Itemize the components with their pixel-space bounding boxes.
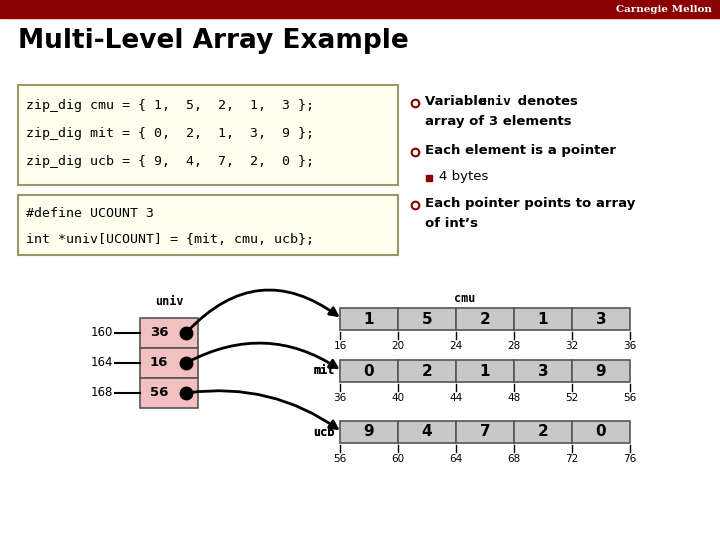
Text: 0: 0: [364, 363, 374, 379]
Bar: [0, 0, 720, 18]
Text: 20: 20: [392, 341, 405, 351]
Bar: [340, 308, 398, 330]
Bar: [514, 421, 572, 443]
Text: 9: 9: [364, 424, 374, 440]
Text: 4: 4: [422, 424, 432, 440]
Text: 28: 28: [508, 341, 521, 351]
Text: 56: 56: [150, 387, 168, 400]
FancyArrowPatch shape: [188, 290, 337, 331]
Text: 7: 7: [480, 424, 490, 440]
Text: 76: 76: [624, 454, 636, 464]
Bar: [572, 360, 630, 382]
Text: 16: 16: [333, 341, 346, 351]
Text: 5: 5: [422, 312, 432, 327]
Text: 160: 160: [91, 327, 113, 340]
Text: Carnegie Mellon: Carnegie Mellon: [616, 4, 712, 14]
Text: zip_dig mit = { 0,  2,  1,  3,  9 };: zip_dig mit = { 0, 2, 1, 3, 9 };: [26, 127, 314, 140]
Text: Each pointer points to array: Each pointer points to array: [425, 197, 635, 210]
Text: Multi-Level Array Example: Multi-Level Array Example: [18, 28, 409, 54]
Text: 64: 64: [449, 454, 463, 464]
Text: 2: 2: [538, 424, 549, 440]
Text: 4 bytes: 4 bytes: [439, 170, 488, 183]
Text: 1: 1: [480, 363, 490, 379]
Text: ucb: ucb: [314, 426, 335, 438]
Text: Variable: Variable: [425, 95, 492, 108]
Text: 164: 164: [91, 356, 113, 369]
Text: mit: mit: [314, 364, 335, 377]
Bar: [340, 360, 398, 382]
Bar: [456, 360, 514, 382]
Text: 56: 56: [333, 454, 346, 464]
Text: array of 3 elements: array of 3 elements: [425, 115, 572, 128]
Text: 40: 40: [392, 393, 405, 403]
Bar: [140, 378, 198, 408]
Text: 48: 48: [508, 393, 521, 403]
Bar: [572, 421, 630, 443]
FancyBboxPatch shape: [18, 85, 398, 185]
Text: 36: 36: [624, 341, 636, 351]
Bar: [140, 318, 198, 348]
Text: 3: 3: [595, 312, 606, 327]
Bar: [514, 360, 572, 382]
Text: 36: 36: [150, 327, 168, 340]
Text: Each element is a pointer: Each element is a pointer: [425, 144, 616, 157]
Bar: [572, 308, 630, 330]
Bar: [456, 421, 514, 443]
Text: 56: 56: [624, 393, 636, 403]
Bar: [398, 360, 456, 382]
FancyArrowPatch shape: [189, 391, 337, 429]
Text: denotes: denotes: [513, 95, 578, 108]
Bar: [140, 348, 198, 378]
Bar: [340, 421, 398, 443]
Text: 1: 1: [538, 312, 548, 327]
Text: 168: 168: [91, 387, 113, 400]
FancyArrowPatch shape: [189, 343, 337, 368]
Bar: [398, 421, 456, 443]
Text: 1: 1: [364, 312, 374, 327]
Text: 2: 2: [480, 312, 490, 327]
Text: 3: 3: [538, 363, 549, 379]
Text: 36: 36: [333, 393, 346, 403]
Text: 24: 24: [449, 341, 463, 351]
FancyBboxPatch shape: [18, 195, 398, 255]
Text: mit: mit: [314, 364, 335, 377]
Text: of int’s: of int’s: [425, 217, 478, 230]
Text: univ: univ: [479, 95, 511, 108]
Text: zip_dig cmu = { 1,  5,  2,  1,  3 };: zip_dig cmu = { 1, 5, 2, 1, 3 };: [26, 99, 314, 112]
Text: 32: 32: [565, 341, 579, 351]
Text: univ: univ: [155, 295, 184, 308]
Text: cmu: cmu: [454, 292, 475, 305]
Text: 52: 52: [565, 393, 579, 403]
Text: zip_dig ucb = { 9,  4,  7,  2,  0 };: zip_dig ucb = { 9, 4, 7, 2, 0 };: [26, 155, 314, 168]
Text: ucb: ucb: [314, 426, 335, 438]
Text: int *univ[UCOUNT] = {mit, cmu, ucb};: int *univ[UCOUNT] = {mit, cmu, ucb};: [26, 233, 314, 246]
Text: 0: 0: [595, 424, 606, 440]
Text: 72: 72: [565, 454, 579, 464]
Text: 44: 44: [449, 393, 463, 403]
Bar: [456, 308, 514, 330]
Text: 9: 9: [595, 363, 606, 379]
Text: #define UCOUNT 3: #define UCOUNT 3: [26, 207, 154, 220]
Text: 60: 60: [392, 454, 405, 464]
Text: 16: 16: [150, 356, 168, 369]
Text: 2: 2: [422, 363, 433, 379]
Bar: [398, 308, 456, 330]
Text: 68: 68: [508, 454, 521, 464]
Bar: [514, 308, 572, 330]
